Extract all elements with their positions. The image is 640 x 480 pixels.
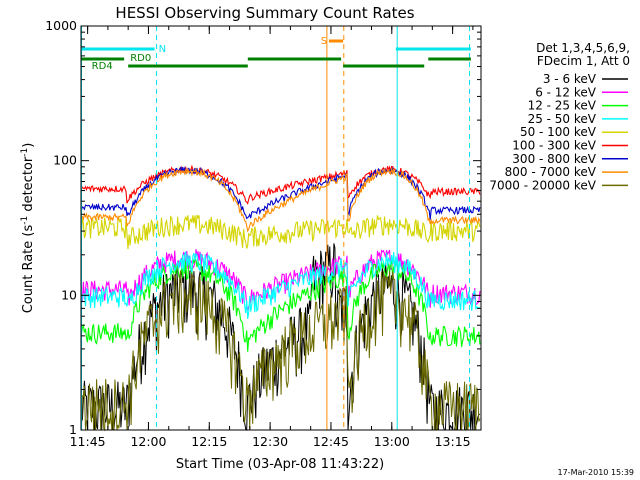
y-tick-label-2: 10 xyxy=(61,287,77,302)
flag-label-rd0: RD0 xyxy=(130,53,151,64)
x-axis-label: Start Time (03-Apr-08 11:43:22) xyxy=(176,457,384,472)
plot-frame xyxy=(80,25,482,431)
series-line-7 xyxy=(80,166,481,220)
legend-header-line-1: Det 1,3,4,5,6,9, xyxy=(536,41,630,55)
x-tick-label-2: 12:00 xyxy=(130,434,166,449)
legend-label-7: 300 - 800 keV xyxy=(512,152,596,166)
chart-title: HESSI Observing Summary Count Rates xyxy=(115,4,414,22)
x-tick-label-1: 11:45 xyxy=(70,434,106,449)
series-line-4 xyxy=(80,251,481,319)
y-tick-label-3: 100 xyxy=(53,153,77,168)
y-axis: 1 10 100 1000 xyxy=(45,18,481,437)
legend-label-5: 50 - 100 keV xyxy=(520,125,597,139)
x-tick-label-6: 13:00 xyxy=(374,434,410,449)
y-axis-label: Count Rate (s-1 detector-1) xyxy=(20,143,36,314)
legend-label-8: 800 - 7000 keV xyxy=(505,165,597,179)
legend-label-4: 25 - 50 keV xyxy=(528,112,597,126)
legend-label-6: 100 - 300 keV xyxy=(512,139,596,153)
x-tick-label-4: 12:30 xyxy=(252,434,288,449)
y-tick-label-1: 1 xyxy=(69,422,77,437)
series-line-6 xyxy=(80,164,481,205)
x-axis: 11:45 12:00 12:15 12:30 12:45 13:00 13:15 xyxy=(70,26,474,449)
legend-label-2: 6 - 12 keV xyxy=(535,85,597,99)
timestamp: 17-Mar-2010 15:39 xyxy=(558,468,635,477)
plot-area: N S RD0 RD4 xyxy=(80,26,481,432)
series-line-8 xyxy=(81,167,481,233)
legend: Det 1,3,4,5,6,9, FDecim 1, Att 0 3 - 6 k… xyxy=(489,41,630,192)
legend-label-9: 7000 - 20000 keV xyxy=(489,178,596,192)
flag-label-n: N xyxy=(159,44,166,55)
legend-label-1: 3 - 6 keV xyxy=(543,72,597,86)
flag-label-s: S xyxy=(321,36,327,47)
x-tick-label-5: 12:45 xyxy=(313,434,349,449)
legend-header-line-2: FDecim 1, Att 0 xyxy=(537,54,630,68)
x-tick-label-3: 12:15 xyxy=(191,434,227,449)
x-tick-label-7: 13:15 xyxy=(435,434,471,449)
series-line-5 xyxy=(80,214,481,250)
flag-label-rd4: RD4 xyxy=(92,61,113,72)
series-line-9 xyxy=(80,270,481,432)
legend-label-3: 12 - 25 keV xyxy=(528,99,597,113)
y-tick-label-4: 1000 xyxy=(45,18,77,33)
